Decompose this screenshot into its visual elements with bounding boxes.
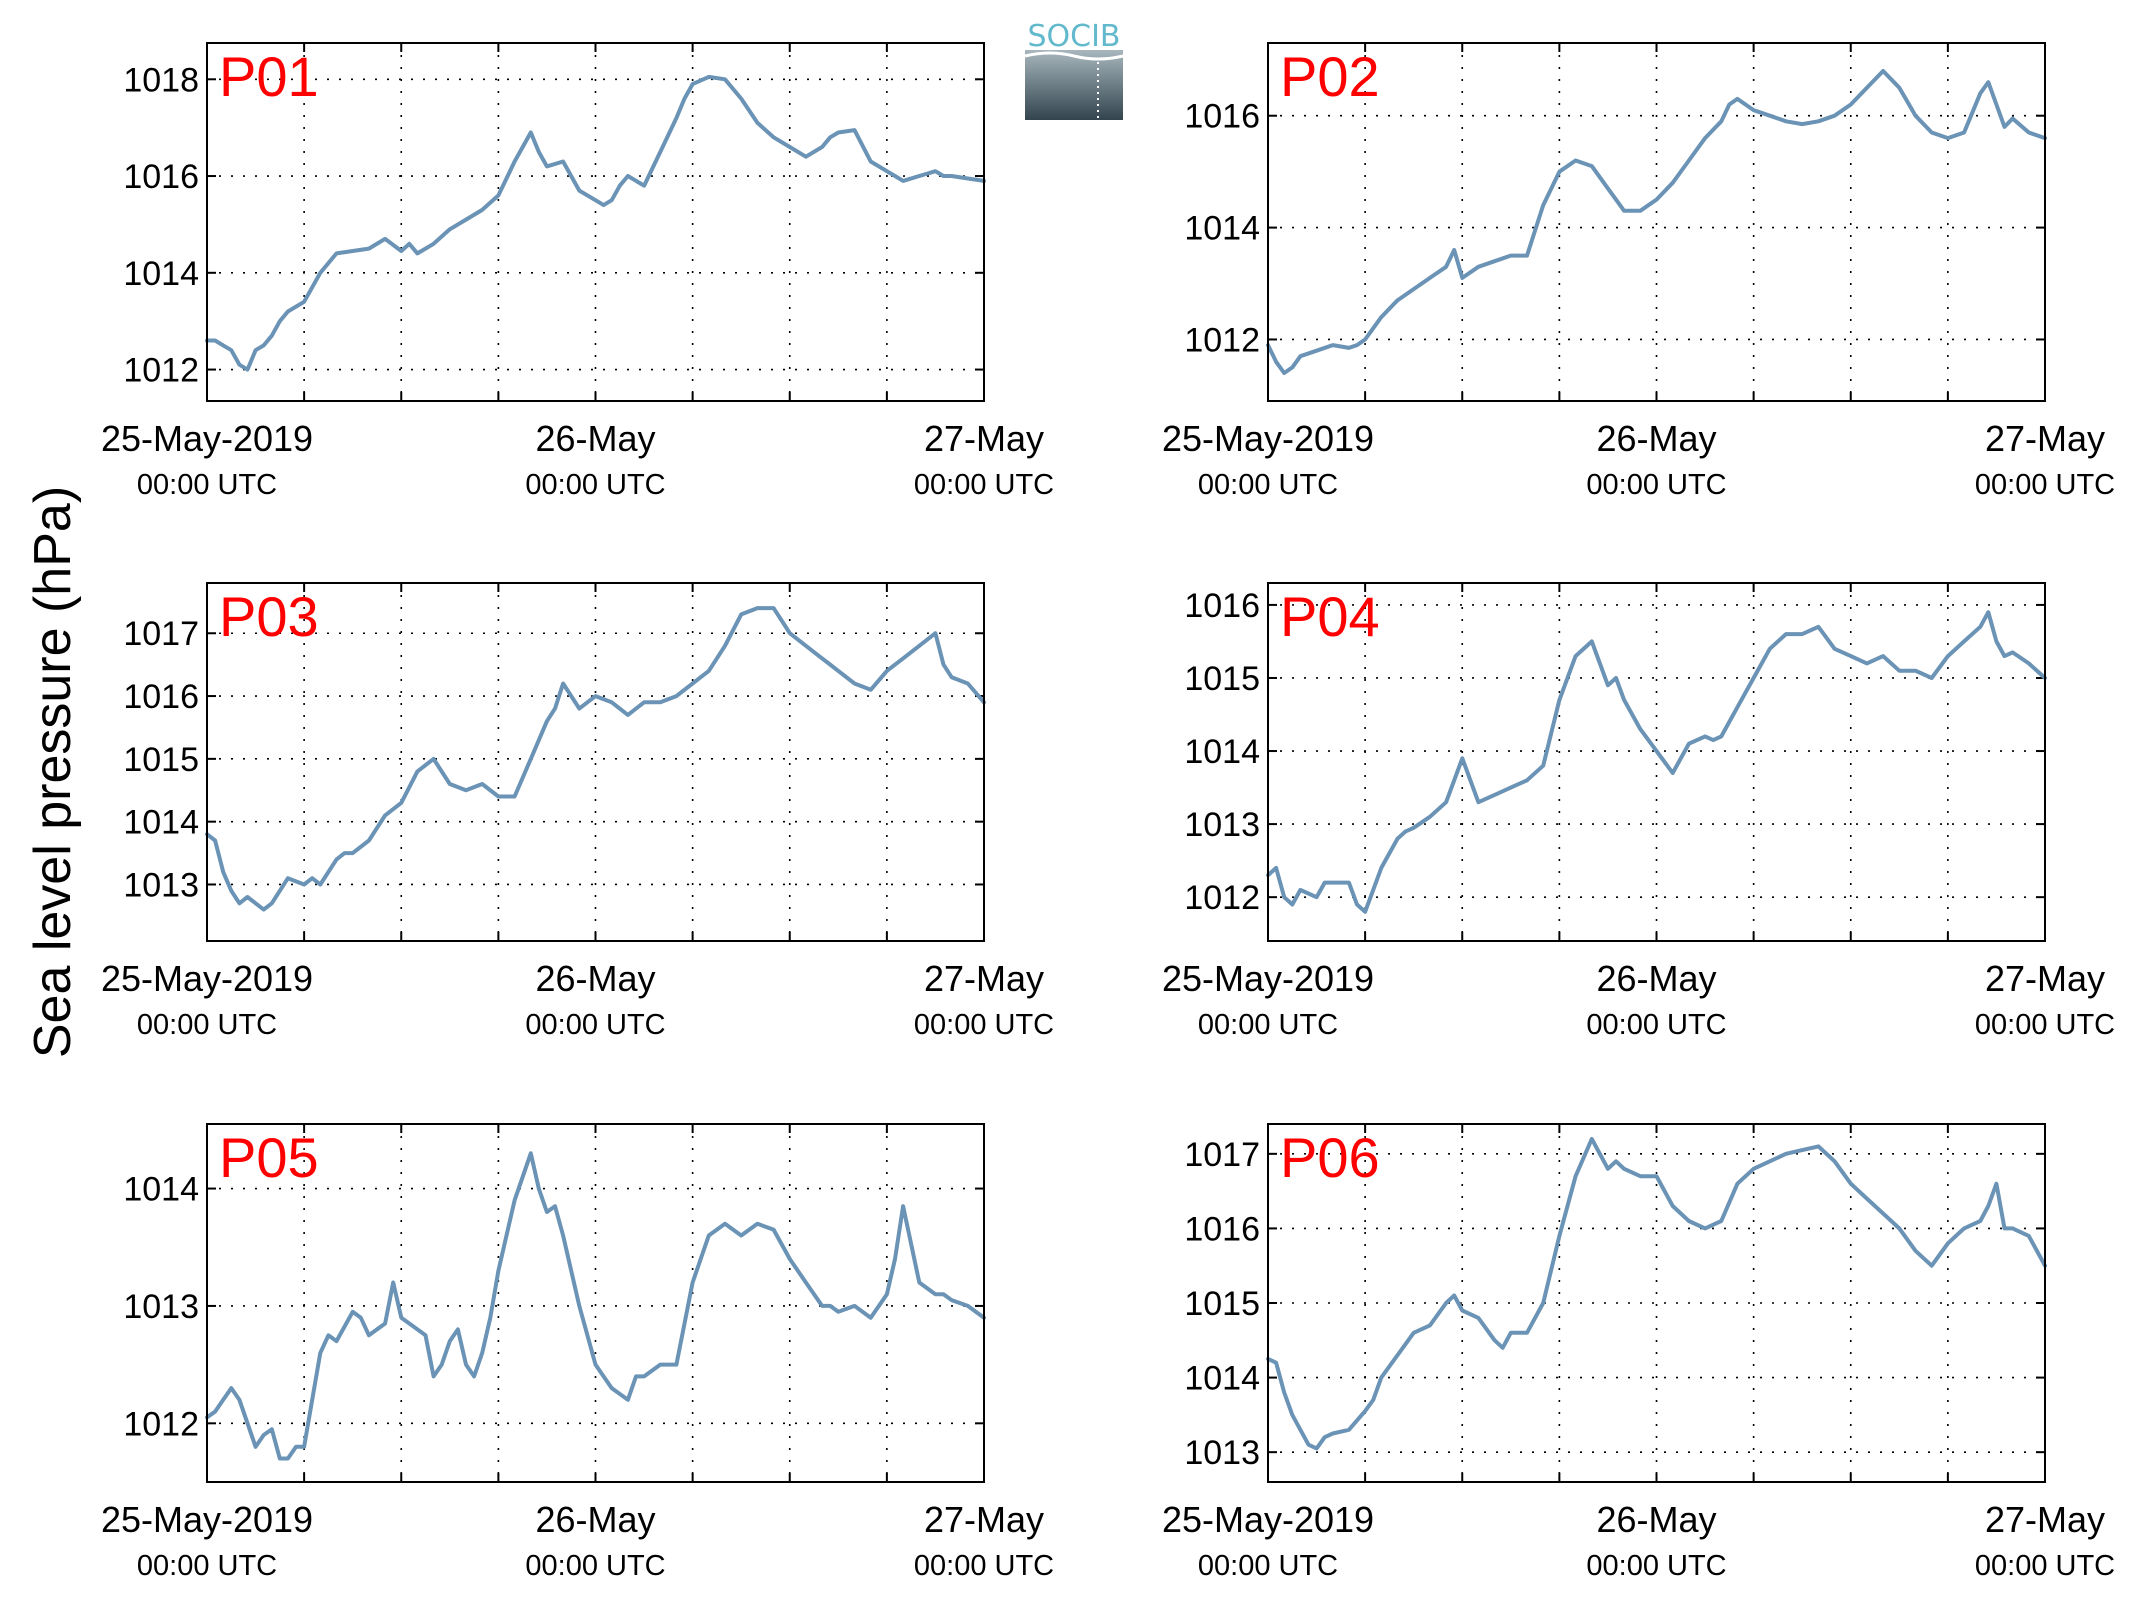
p02-xtick-label-date: 25-May-2019	[1162, 418, 1374, 459]
p01-xtick-label-date: 25-May-2019	[101, 418, 313, 459]
p03-xtick-label-date: 26-May	[535, 958, 655, 999]
p04-ytick-label: 1016	[1184, 587, 1260, 625]
p03-ytick-label: 1014	[123, 804, 199, 842]
p02-ytick-label: 1016	[1184, 98, 1260, 136]
panel-p02: 1012 1014 1016 25-May-2019 00:00 UTC 26-May 00…	[1162, 42, 2115, 501]
p04-axes-frame	[1267, 582, 2046, 942]
p01-ytick-label: 1018	[123, 61, 199, 99]
p06-xtick-label-date: 26-May	[1596, 1499, 1716, 1540]
p06-plot-area	[1268, 1124, 2045, 1482]
panel-p05: 1012 1013 1014 25-May-2019 00:00 UTC 26-May 00…	[101, 1123, 1054, 1582]
p01-xtick-label-time: 00:00 UTC	[914, 469, 1054, 501]
p06-ytick-label: 1013	[1184, 1434, 1260, 1472]
y-axis-label: Sea level pressure (hPa)	[24, 486, 82, 1058]
p03-xtick-label-time: 00:00 UTC	[525, 1009, 665, 1041]
p06-ytick-label: 1014	[1184, 1360, 1260, 1398]
p04-xtick-label-date: 25-May-2019	[1162, 958, 1374, 999]
p05-plot-area	[207, 1124, 984, 1482]
p02-xtick-label-time: 00:00 UTC	[1586, 469, 1726, 501]
p02-panel-label: P02	[1280, 45, 1380, 108]
p04-ytick-label: 1014	[1184, 733, 1260, 771]
p06-xtick-label-date: 27-May	[1985, 1499, 2105, 1540]
p04-ytick-label: 1013	[1184, 806, 1260, 844]
p06-xtick-label-time: 00:00 UTC	[1586, 1550, 1726, 1582]
p04-xtick-label-date: 26-May	[1596, 958, 1716, 999]
p03-ytick-label: 1016	[123, 678, 199, 716]
p05-xtick-label-time: 00:00 UTC	[914, 1550, 1054, 1582]
p06-panel-label: P06	[1280, 1126, 1380, 1189]
p05-xtick-label-date: 27-May	[924, 1499, 1044, 1540]
p02-axes-frame	[1267, 42, 2046, 402]
p04-panel-label: P04	[1280, 585, 1380, 648]
p01-series-line	[205, 74, 986, 372]
p04-series-line	[1266, 610, 2047, 914]
socib-logo-text: SOCIB	[1027, 19, 1120, 54]
p01-ytick-label: 1016	[123, 158, 199, 196]
p03-series-line	[205, 606, 986, 912]
socib-logo-block	[1025, 50, 1123, 120]
socib-logo-wave	[1024, 51, 1124, 61]
p02-xtick-label-time: 00:00 UTC	[1198, 469, 1338, 501]
p04-xtick-label-date: 27-May	[1985, 958, 2105, 999]
p06-ytick-label: 1016	[1184, 1210, 1260, 1248]
p06-ytick-label: 1017	[1184, 1136, 1260, 1174]
p03-xtick-label-date: 25-May-2019	[101, 958, 313, 999]
p01-plot-area	[207, 43, 984, 401]
p05-panel-label: P05	[219, 1126, 319, 1189]
p01-ytick-label: 1012	[123, 352, 199, 390]
p03-ytick-label: 1017	[123, 615, 199, 653]
p05-ytick-label: 1013	[123, 1288, 199, 1326]
p06-xtick-label-time: 00:00 UTC	[1198, 1550, 1338, 1582]
p01-axes-frame	[206, 42, 985, 402]
p01-ytick-label: 1014	[123, 255, 199, 293]
p05-xtick-label-time: 00:00 UTC	[525, 1550, 665, 1582]
p06-axes-frame	[1267, 1123, 2046, 1483]
p04-xtick-label-time: 00:00 UTC	[1975, 1009, 2115, 1041]
p04-xtick-label-time: 00:00 UTC	[1198, 1009, 1338, 1041]
p02-xtick-label-date: 26-May	[1596, 418, 1716, 459]
p01-xtick-label-date: 27-May	[924, 418, 1044, 459]
p06-xtick-label-time: 00:00 UTC	[1975, 1550, 2115, 1582]
panel-p03: 1013 1014 1015 1016 1017 25-May-2019 00:00 UTC…	[101, 582, 1054, 1041]
p06-xtick-label-date: 25-May-2019	[1162, 1499, 1374, 1540]
p05-ytick-label: 1012	[123, 1405, 199, 1443]
panel-p04: 1012 1013 1014 1015 1016 25-May-2019 00:00 UTC…	[1162, 582, 2115, 1041]
p05-axes-frame	[206, 1123, 985, 1483]
p05-ytick-label: 1014	[123, 1171, 199, 1209]
p05-xtick-label-date: 25-May-2019	[101, 1499, 313, 1540]
panel-p06: 1013 1014 1015 1016 1017 25-May-2019 00:00 UTC…	[1162, 1123, 2115, 1582]
p03-xtick-label-date: 27-May	[924, 958, 1044, 999]
p03-xtick-label-time: 00:00 UTC	[137, 1009, 277, 1041]
p02-series-line	[1266, 69, 2047, 375]
p03-ytick-label: 1015	[123, 741, 199, 779]
p03-panel-label: P03	[219, 585, 319, 648]
p02-ytick-label: 1012	[1184, 321, 1260, 359]
p05-series-line	[205, 1151, 986, 1461]
p04-ytick-label: 1012	[1184, 879, 1260, 917]
p02-plot-area	[1268, 43, 2045, 401]
p02-xtick-label-date: 27-May	[1985, 418, 2105, 459]
p04-plot-area	[1268, 583, 2045, 941]
p01-xtick-label-time: 00:00 UTC	[137, 469, 277, 501]
p03-ytick-label: 1013	[123, 866, 199, 904]
p06-series-line	[1266, 1136, 2047, 1451]
p04-xtick-label-time: 00:00 UTC	[1586, 1009, 1726, 1041]
p01-xtick-label-time: 00:00 UTC	[525, 469, 665, 501]
panel-p01: 1012 1014 1016 1018 25-May-2019 00:00 UTC 26-M…	[101, 42, 1054, 501]
p06-ytick-label: 1015	[1184, 1285, 1260, 1323]
p01-panel-label: P01	[219, 45, 319, 108]
p04-ytick-label: 1015	[1184, 660, 1260, 698]
p02-ytick-label: 1014	[1184, 210, 1260, 248]
p05-xtick-label-date: 26-May	[535, 1499, 655, 1540]
p01-xtick-label-date: 26-May	[535, 418, 655, 459]
p03-axes-frame	[206, 582, 985, 942]
p05-xtick-label-time: 00:00 UTC	[137, 1550, 277, 1582]
p03-plot-area	[207, 583, 984, 941]
socib-logo: SOCIB	[1024, 19, 1124, 120]
p02-xtick-label-time: 00:00 UTC	[1975, 469, 2115, 501]
p03-xtick-label-time: 00:00 UTC	[914, 1009, 1054, 1041]
